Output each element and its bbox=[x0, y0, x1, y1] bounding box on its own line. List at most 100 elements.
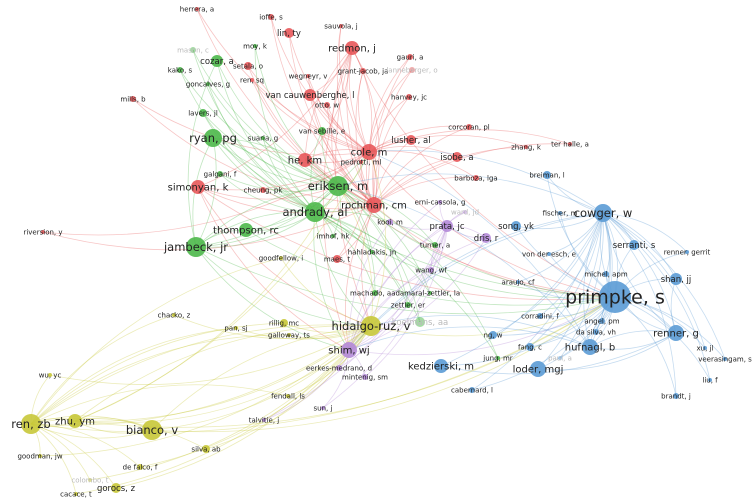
author-node[interactable] bbox=[268, 14, 274, 20]
author-label[interactable]: talvitie, j bbox=[249, 416, 280, 424]
author-label[interactable]: cozar, a bbox=[200, 57, 234, 67]
author-node[interactable] bbox=[524, 145, 528, 149]
author-node[interactable] bbox=[41, 230, 45, 234]
author-node[interactable] bbox=[407, 54, 413, 60]
author-node[interactable] bbox=[469, 387, 475, 393]
author-label[interactable]: galloway, ts bbox=[268, 331, 310, 339]
author-node[interactable] bbox=[333, 255, 341, 263]
author-label[interactable]: van sebille, e bbox=[299, 127, 345, 135]
author-node[interactable] bbox=[306, 74, 310, 78]
author-node[interactable] bbox=[530, 361, 546, 377]
author-node[interactable] bbox=[406, 94, 412, 100]
author-node[interactable] bbox=[287, 333, 291, 337]
author-node[interactable] bbox=[406, 135, 416, 145]
author-node[interactable] bbox=[262, 418, 266, 422]
author-label[interactable]: sun, j bbox=[314, 404, 333, 412]
author-node[interactable] bbox=[599, 318, 605, 324]
author-node[interactable] bbox=[434, 359, 448, 373]
author-node[interactable] bbox=[360, 68, 366, 74]
author-node[interactable] bbox=[284, 28, 294, 38]
author-node[interactable] bbox=[387, 219, 393, 225]
author-node[interactable] bbox=[547, 252, 551, 256]
author-node[interactable] bbox=[511, 221, 521, 231]
author-node[interactable] bbox=[359, 160, 363, 164]
author-label[interactable]: xu, jl bbox=[697, 344, 714, 352]
author-label[interactable]: kedzierski, m bbox=[408, 362, 474, 373]
author-node[interactable] bbox=[516, 280, 520, 284]
author-label[interactable]: pedrotti, ml bbox=[341, 158, 382, 166]
author-label[interactable]: turner, a bbox=[420, 241, 450, 249]
author-label[interactable]: paul, a bbox=[548, 354, 572, 362]
author-label[interactable]: cowger, w bbox=[574, 206, 633, 220]
author-label[interactable]: simonyan, k bbox=[168, 183, 229, 194]
author-label[interactable]: rochman, cm bbox=[341, 201, 407, 212]
author-node[interactable] bbox=[204, 129, 222, 147]
author-label[interactable]: sauvola, j bbox=[324, 22, 357, 30]
author-label[interactable]: riversion, y bbox=[23, 228, 62, 236]
author-label[interactable]: gauri, a bbox=[397, 53, 424, 61]
author-label[interactable]: wegneyr, v bbox=[289, 72, 328, 80]
author-node[interactable] bbox=[328, 176, 348, 196]
author-label[interactable]: primpke, s bbox=[565, 287, 665, 309]
author-label[interactable]: setala, o bbox=[233, 62, 263, 70]
author-label[interactable]: otto, w bbox=[315, 101, 340, 109]
author-label[interactable]: gorocs, z bbox=[97, 484, 136, 494]
author-node[interactable] bbox=[629, 240, 639, 250]
author-label[interactable]: jung, mr bbox=[482, 354, 513, 362]
author-label[interactable]: cheung, pk bbox=[244, 186, 284, 194]
author-node[interactable] bbox=[172, 313, 176, 317]
author-node[interactable] bbox=[279, 256, 283, 260]
author-label[interactable]: wang, wf bbox=[415, 266, 447, 274]
author-node[interactable] bbox=[362, 374, 368, 380]
author-node[interactable] bbox=[321, 406, 325, 410]
author-label[interactable]: cole, m bbox=[351, 148, 388, 159]
author-node[interactable] bbox=[441, 220, 453, 232]
author-label[interactable]: colombo, t bbox=[71, 476, 108, 484]
author-node[interactable] bbox=[298, 153, 312, 167]
author-node[interactable] bbox=[405, 302, 411, 308]
author-node[interactable] bbox=[496, 356, 500, 360]
author-label[interactable]: erni-cassola, g bbox=[415, 198, 466, 206]
author-label[interactable]: eerkes-medrano, d bbox=[306, 364, 372, 372]
author-label[interactable]: fendall, ls bbox=[271, 392, 305, 400]
author-node[interactable] bbox=[253, 44, 257, 48]
author-label[interactable]: amaral-zettler, la bbox=[400, 289, 460, 297]
author-node[interactable] bbox=[191, 180, 205, 194]
author-node[interactable] bbox=[526, 343, 534, 351]
author-label[interactable]: hidalgo-ruz, v bbox=[332, 319, 411, 333]
author-label[interactable]: goncalves, g bbox=[186, 80, 230, 88]
author-node[interactable] bbox=[74, 492, 78, 496]
author-label[interactable]: goodman, jw bbox=[17, 452, 62, 460]
author-label[interactable]: wu, yc bbox=[39, 371, 62, 379]
author-label[interactable]: lanneberger, o bbox=[386, 66, 437, 74]
author-node[interactable] bbox=[206, 82, 210, 86]
author-label[interactable]: pan, sj bbox=[224, 324, 247, 332]
author-label[interactable]: fang, c bbox=[518, 343, 542, 351]
author-label[interactable]: rillig, mc bbox=[269, 319, 299, 327]
author-label[interactable]: hahladakis, jn bbox=[348, 248, 397, 256]
author-label[interactable]: fischer, m bbox=[543, 209, 578, 217]
author-node[interactable] bbox=[428, 291, 432, 295]
author-label[interactable]: da silva, vh bbox=[576, 328, 616, 336]
author-label[interactable]: redmon, j bbox=[328, 44, 376, 55]
author-label[interactable]: michel, apm bbox=[584, 270, 627, 278]
author-node[interactable] bbox=[673, 393, 679, 399]
author-node[interactable] bbox=[415, 317, 425, 327]
author-label[interactable]: thompson, rc bbox=[213, 226, 279, 237]
author-node[interactable] bbox=[195, 7, 199, 11]
author-node[interactable] bbox=[428, 267, 434, 273]
author-node[interactable] bbox=[280, 319, 288, 327]
author-label[interactable]: andrady, al bbox=[282, 205, 347, 219]
author-label[interactable]: ter halle, a bbox=[551, 140, 589, 148]
author-node[interactable] bbox=[234, 326, 238, 330]
author-label[interactable]: barboza, lga bbox=[454, 174, 497, 182]
author-node[interactable] bbox=[361, 144, 377, 160]
author-label[interactable]: machado, aad bbox=[350, 289, 400, 297]
author-label[interactable]: maes, t bbox=[324, 255, 351, 263]
author-node[interactable] bbox=[286, 394, 290, 398]
author-node[interactable] bbox=[48, 373, 52, 377]
author-label[interactable]: ryan, pg bbox=[189, 131, 237, 145]
author-label[interactable]: veerasingam, s bbox=[698, 355, 752, 363]
author-node[interactable] bbox=[239, 223, 253, 237]
